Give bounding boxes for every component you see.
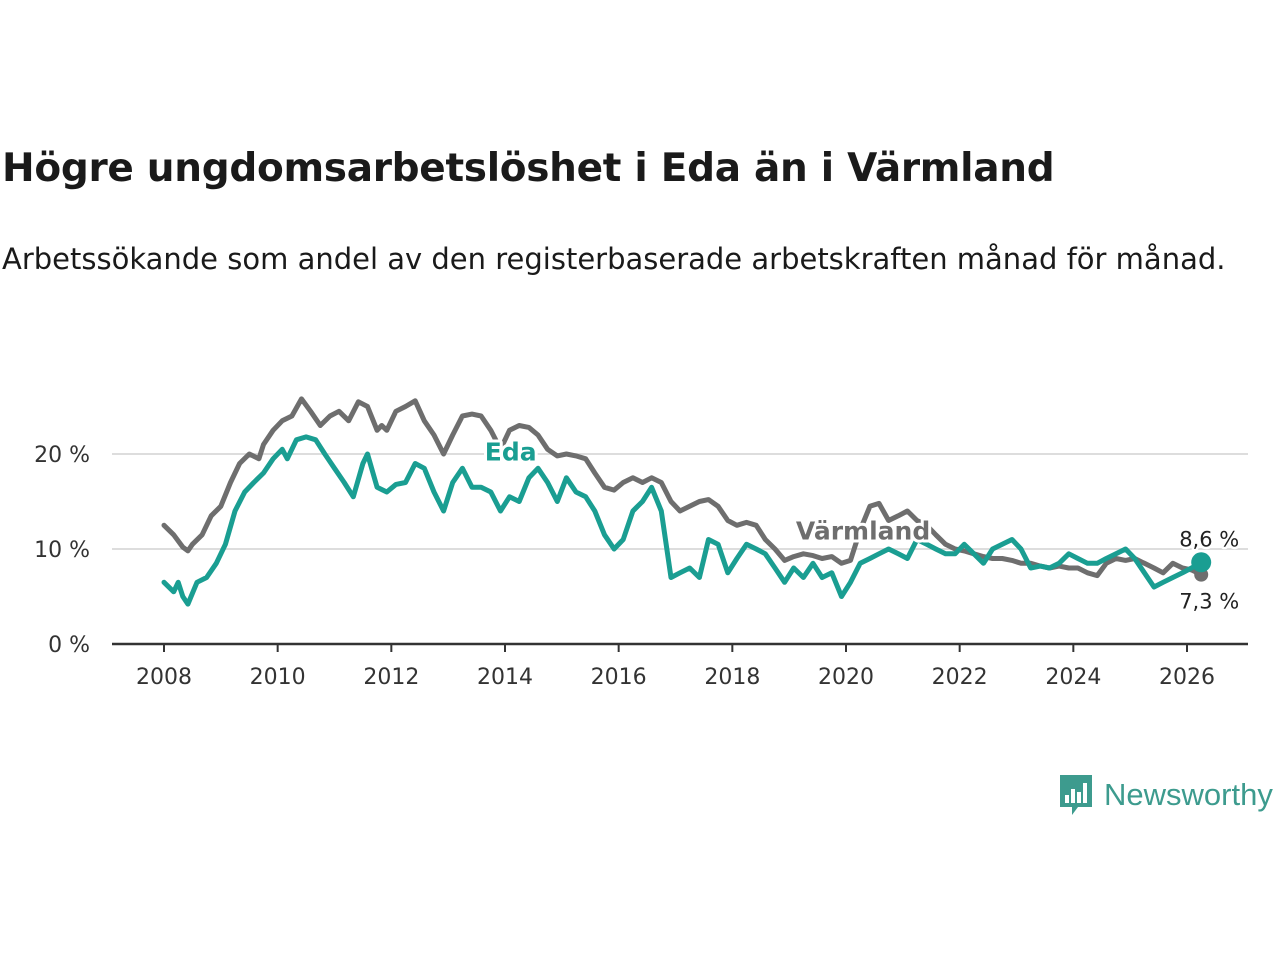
y-tick-label: 20 % — [34, 443, 90, 468]
chart-subtitle: Arbetssökande som andel av den registerb… — [2, 242, 1226, 276]
series-lines — [161, 396, 1212, 607]
x-axis: 2008 2010 2012 2014 2016 2018 2020 2022 2024 2026 — [112, 642, 1248, 690]
series-labels: Värmland Eda 7,3 % 8,6 % — [482, 435, 1242, 617]
x-tick-label: 2022 — [932, 665, 988, 690]
newsworthy-logo: Newsworthy — [1058, 772, 1273, 818]
x-tick-label: 2010 — [250, 665, 306, 690]
y-tick-label: 10 % — [34, 538, 90, 563]
end-value-label-värmland: 7,3 % — [1179, 590, 1239, 614]
chart-title: Högre ungdomsarbetslöshet i Eda än i Vär… — [2, 146, 1055, 191]
y-axis-ticks: 0 % 10 % 20 % — [34, 443, 90, 658]
series-line-eda — [161, 434, 1204, 607]
brand-name: Newsworthy — [1104, 777, 1273, 812]
gridlines — [112, 453, 1248, 550]
newsworthy-chart-icon — [1060, 775, 1092, 815]
series-label-värmland: Värmland — [796, 517, 930, 546]
x-tick-label: 2016 — [591, 665, 647, 690]
x-tick-label: 2012 — [363, 665, 419, 690]
x-tick-label: 2008 — [136, 665, 192, 690]
x-tick-label: 2026 — [1159, 665, 1215, 690]
x-tick-label: 2014 — [477, 665, 533, 690]
y-tick-label: 0 % — [48, 633, 90, 658]
x-tick-label: 2024 — [1045, 665, 1101, 690]
series-label-eda: Eda — [485, 438, 537, 467]
end-value-label-eda: 8,6 % — [1179, 527, 1239, 551]
x-tick-label: 2020 — [818, 665, 874, 690]
x-tick-label: 2018 — [704, 665, 760, 690]
series-line-värmland — [161, 396, 1204, 579]
end-point-eda — [1191, 552, 1212, 573]
